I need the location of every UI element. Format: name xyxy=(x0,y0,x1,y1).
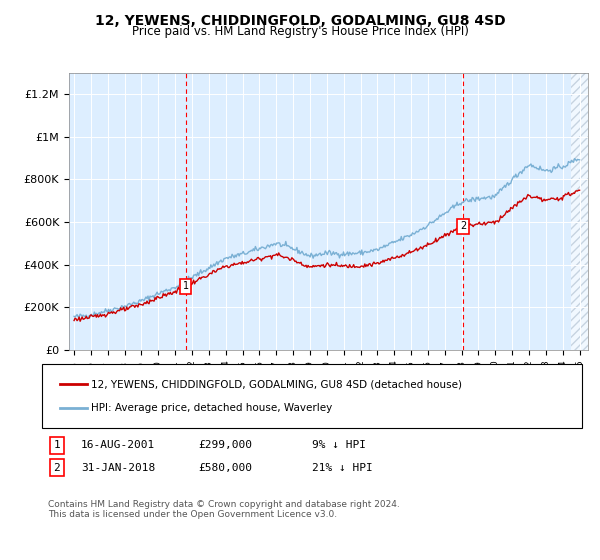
Text: HPI: Average price, detached house, Waverley: HPI: Average price, detached house, Wave… xyxy=(91,403,332,413)
Text: 9% ↓ HPI: 9% ↓ HPI xyxy=(312,440,366,450)
Text: Price paid vs. HM Land Registry's House Price Index (HPI): Price paid vs. HM Land Registry's House … xyxy=(131,25,469,38)
Text: 21% ↓ HPI: 21% ↓ HPI xyxy=(312,463,373,473)
Text: 1: 1 xyxy=(182,281,188,291)
Text: 12, YEWENS, CHIDDINGFOLD, GODALMING, GU8 4SD (detached house): 12, YEWENS, CHIDDINGFOLD, GODALMING, GU8… xyxy=(91,380,462,390)
Text: £299,000: £299,000 xyxy=(198,440,252,450)
Text: 1: 1 xyxy=(53,440,61,450)
Text: Contains HM Land Registry data © Crown copyright and database right 2024.
This d: Contains HM Land Registry data © Crown c… xyxy=(48,500,400,519)
Bar xyxy=(571,73,590,350)
Text: 31-JAN-2018: 31-JAN-2018 xyxy=(81,463,155,473)
Text: 2: 2 xyxy=(460,221,466,231)
Text: 12, YEWENS, CHIDDINGFOLD, GODALMING, GU8 4SD: 12, YEWENS, CHIDDINGFOLD, GODALMING, GU8… xyxy=(95,14,505,28)
Text: £580,000: £580,000 xyxy=(198,463,252,473)
Text: 16-AUG-2001: 16-AUG-2001 xyxy=(81,440,155,450)
Text: 2: 2 xyxy=(53,463,61,473)
